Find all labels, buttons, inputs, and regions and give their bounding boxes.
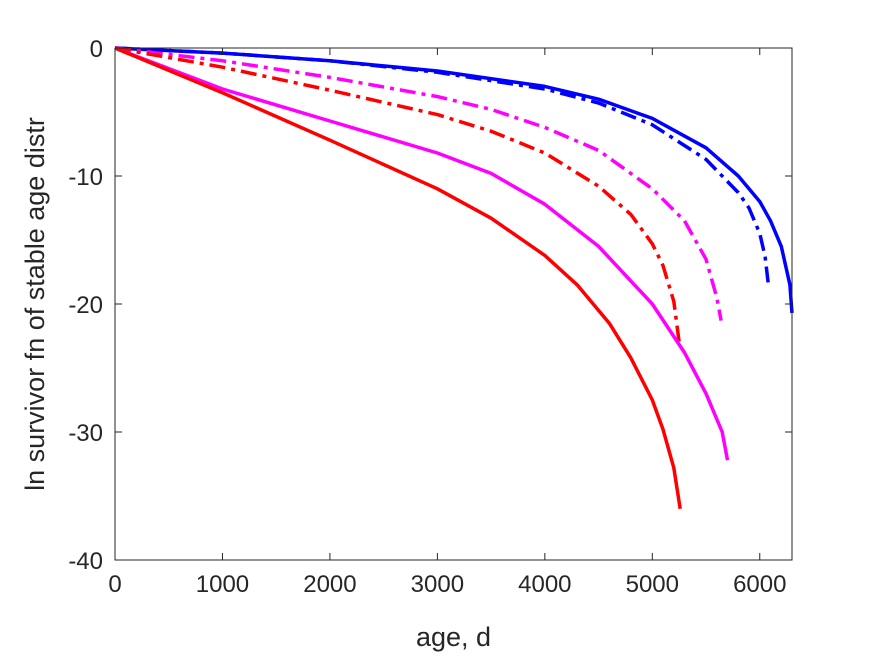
- series-line-3: [114, 46, 723, 321]
- series-layer: [114, 46, 794, 510]
- y-axis-label: ln survivor fn of stable age distr: [20, 117, 50, 491]
- x-axis-label: age, d: [416, 622, 491, 652]
- x-tick-label: 0: [108, 571, 121, 598]
- y-tick-label: -20: [68, 292, 103, 319]
- x-tick-label: 4000: [518, 571, 571, 598]
- x-tick-label: 2000: [303, 571, 356, 598]
- x-tick-label: 1000: [196, 571, 249, 598]
- y-tick-label: -40: [68, 548, 103, 575]
- series-line-4: [114, 46, 681, 343]
- y-tick-label: 0: [90, 36, 103, 63]
- x-tick-label: 5000: [626, 571, 679, 598]
- y-axis: 0 -10 -20 -30 -40: [68, 36, 792, 575]
- series-line-5: [114, 46, 730, 461]
- y-tick-label: -30: [68, 420, 103, 447]
- series-line-2: [114, 46, 771, 286]
- x-tick-label: 3000: [411, 571, 464, 598]
- plot-area: [115, 48, 792, 560]
- x-tick-label: 6000: [733, 571, 786, 598]
- series-line-6: [114, 46, 682, 510]
- y-tick-label: -10: [68, 164, 103, 191]
- x-axis: 0 1000 2000 3000 4000 5000 6000: [108, 48, 786, 598]
